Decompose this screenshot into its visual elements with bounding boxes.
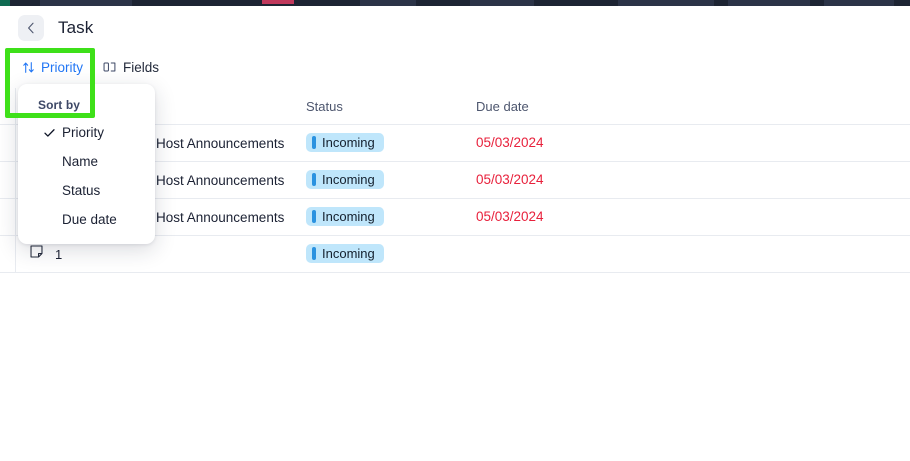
chevron-left-icon	[27, 22, 35, 34]
checkmark-icon	[44, 128, 55, 137]
status-badge: Incoming	[306, 169, 384, 189]
sort-menu-item-priority[interactable]: Priority	[18, 118, 155, 147]
status-badge-label: Incoming	[322, 171, 375, 187]
summary-cell-status[interactable]: Incoming	[306, 243, 476, 265]
column-divider	[15, 125, 16, 161]
cell-due-date[interactable]: 05/03/2024	[476, 208, 656, 226]
sort-menu-item-name[interactable]: Name	[18, 147, 155, 176]
sort-menu-item-label: Priority	[62, 125, 105, 140]
browser-chrome-strip	[0, 0, 910, 6]
due-date-text: 05/03/2024	[476, 209, 544, 224]
column-divider	[15, 236, 16, 272]
chrome-tab	[470, 0, 534, 6]
page-title: Task	[58, 17, 94, 37]
status-bar-icon	[312, 172, 316, 186]
due-date-text: 05/03/2024	[476, 135, 544, 150]
chrome-tab	[618, 0, 714, 6]
toolbar: Priority Fields	[0, 49, 910, 85]
sort-menu-item-due-date[interactable]: Due date	[18, 205, 155, 234]
header-cell-due-date: Due date	[476, 98, 529, 114]
columns-fields-icon	[103, 60, 117, 74]
status-badge-label: Incoming	[322, 208, 375, 224]
cell-name: Host Announcements	[156, 172, 285, 188]
note-icon	[30, 245, 43, 263]
chrome-tab	[824, 0, 894, 6]
sort-arrows-icon	[22, 61, 35, 74]
sort-by-priority-button[interactable]: Priority	[14, 54, 91, 80]
chrome-accent	[0, 0, 10, 6]
cell-status[interactable]: Incoming	[306, 132, 476, 154]
due-date-text: 05/03/2024	[476, 172, 544, 187]
sort-menu-title: Sort by	[38, 98, 81, 112]
status-bar-icon	[312, 135, 316, 149]
chrome-tab	[728, 0, 810, 6]
sort-menu-item-label: Due date	[62, 212, 117, 227]
fields-label: Fields	[123, 59, 160, 75]
cell-name: Host Announcements	[156, 135, 285, 151]
sort-menu-item-label: Status	[62, 183, 101, 198]
summary-count-cell: 1	[0, 245, 156, 263]
cell-status[interactable]: Incoming	[306, 169, 476, 191]
cell-name: Host Announcements	[156, 209, 285, 225]
sort-menu-item-label: Name	[62, 154, 99, 169]
header-cell-status: Status	[306, 98, 343, 114]
column-divider	[15, 199, 16, 235]
status-badge: Incoming	[306, 243, 384, 263]
status-badge-label: Incoming	[322, 245, 375, 261]
status-badge-label: Incoming	[322, 134, 375, 150]
fields-button[interactable]: Fields	[95, 54, 167, 80]
column-divider	[15, 88, 16, 124]
back-button[interactable]	[18, 14, 44, 41]
cell-status[interactable]: Incoming	[306, 206, 476, 228]
chrome-indicator	[262, 0, 294, 4]
status-badge: Incoming	[306, 206, 384, 226]
chrome-tab	[40, 0, 132, 6]
sort-by-priority-label: Priority	[41, 59, 84, 75]
status-bar-icon	[312, 209, 316, 223]
status-badge: Incoming	[306, 132, 384, 152]
sort-by-dropdown-menu: Sort by Priority Name Status Due date	[18, 84, 155, 244]
table-summary-row[interactable]: 1 Incoming	[0, 236, 910, 273]
cell-due-date[interactable]: 05/03/2024	[476, 171, 656, 189]
chrome-tab	[360, 0, 416, 6]
sort-menu-item-status[interactable]: Status	[18, 176, 155, 205]
page-header: Task	[0, 6, 910, 49]
cell-due-date[interactable]: 05/03/2024	[476, 134, 656, 152]
status-bar-icon	[312, 246, 316, 260]
summary-count: 1	[55, 246, 63, 262]
column-divider	[15, 162, 16, 198]
